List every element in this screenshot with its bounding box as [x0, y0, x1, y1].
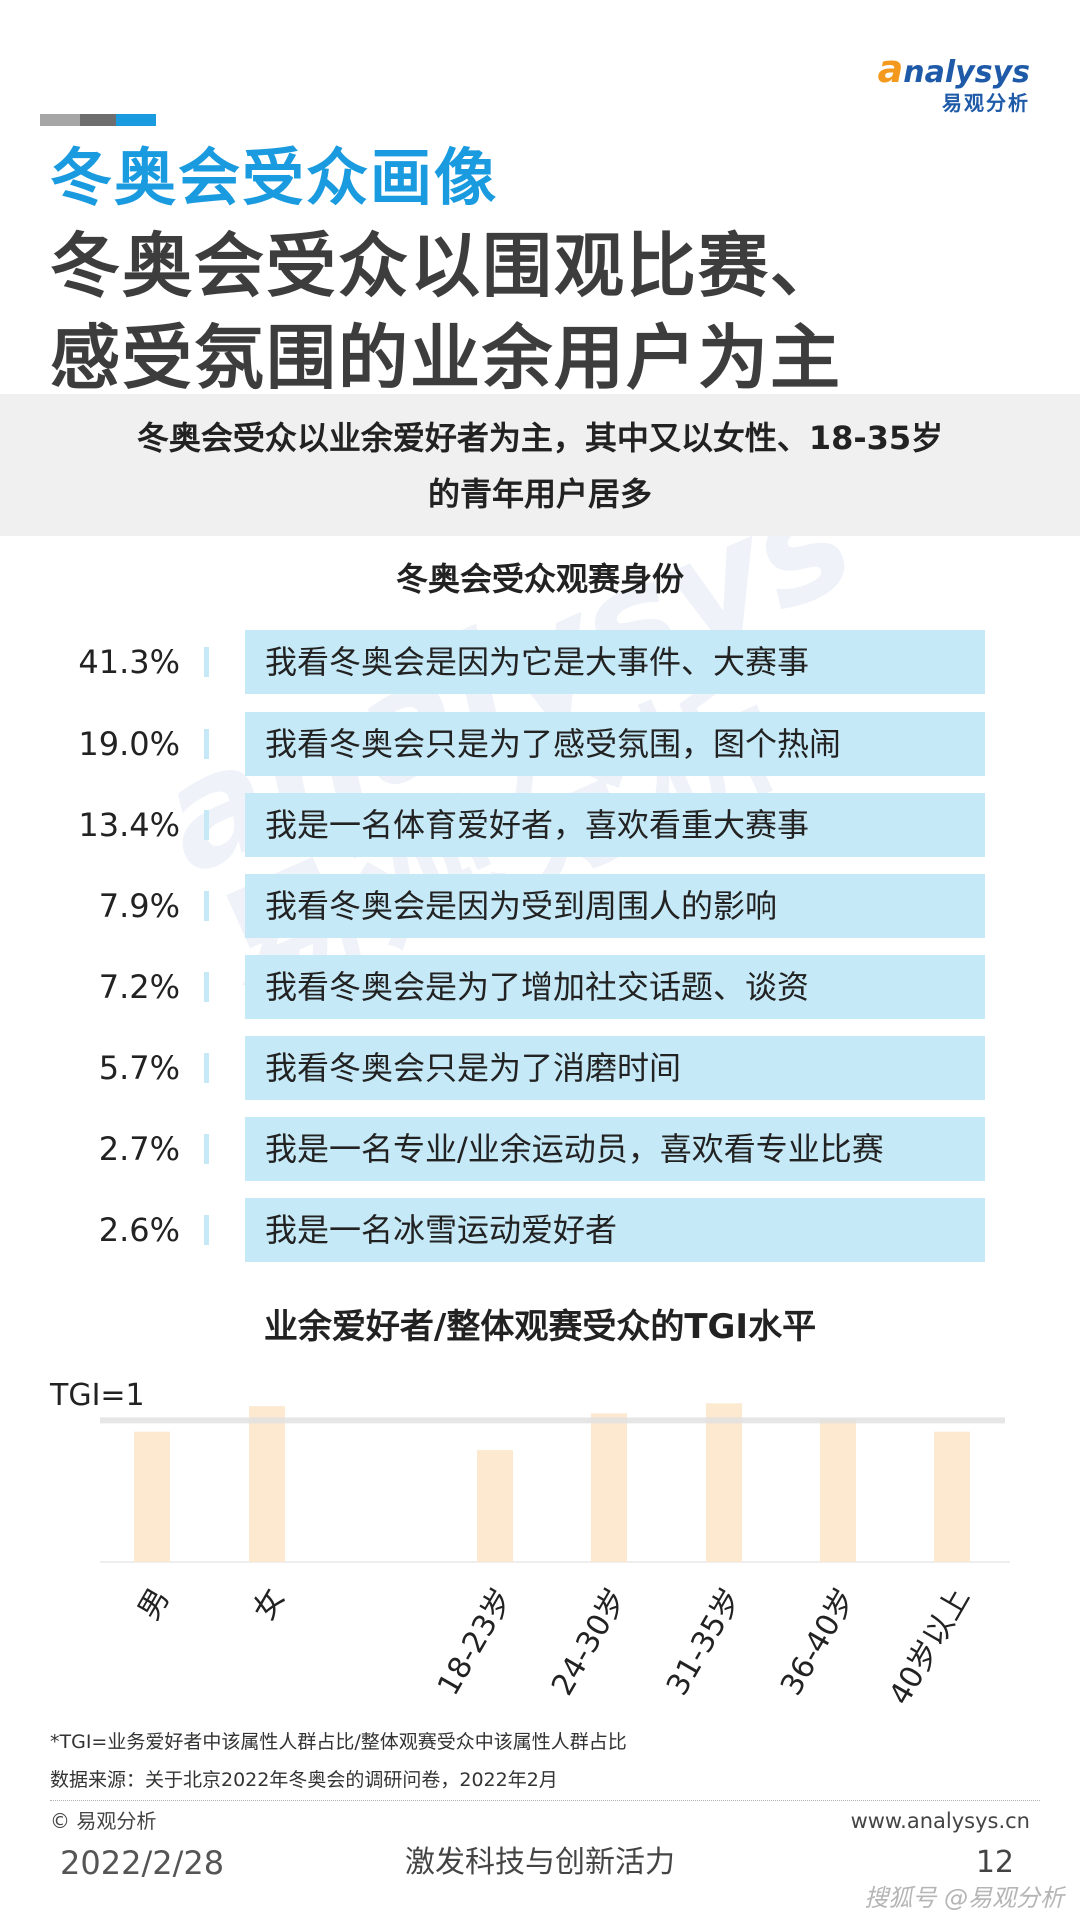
source-watermark-credit: 搜狐号 @易观分析	[864, 1884, 1064, 1912]
identity-bar	[245, 1117, 985, 1181]
identity-percent: 7.9%	[98, 887, 180, 925]
subtitle-band	[0, 394, 1080, 536]
identity-tick	[204, 647, 209, 677]
subtitle-line-2: 的青年用户居多	[427, 475, 652, 513]
subtitle-text: 冬奥会受众以业余爱好者为主，其中又以女性、18-35岁 的青年用户居多	[60, 410, 1020, 522]
identity-label: 我看冬奥会只是为了感受氛围，图个热闹	[265, 725, 842, 763]
tgi-bar	[820, 1418, 856, 1562]
identity-bar	[245, 874, 985, 938]
header-bar-segment	[80, 114, 116, 126]
identity-label: 我是一名专业/业余运动员，喜欢看专业比赛	[265, 1130, 884, 1168]
footer-slogan: 激发科技与创新活力	[405, 1845, 675, 1880]
footnote-tgi-definition: *TGI=业务爱好者中该属性人群占比/整体观赛受众中该属性人群占比	[50, 1731, 627, 1753]
identity-percent: 2.6%	[98, 1211, 180, 1249]
headline-line-2: 感受氛围的业余用户为主	[50, 317, 842, 399]
identity-bar	[245, 793, 985, 857]
logo-wordmark-rest: nalysys	[903, 55, 1030, 90]
identity-label: 我是一名体育爱好者，喜欢看重大赛事	[265, 806, 810, 844]
identity-bar	[245, 955, 985, 1019]
identity-percent: 5.7%	[98, 1049, 180, 1087]
section-title: 冬奥会受众画像	[50, 141, 499, 214]
page-headline: 冬奥会受众以围观比赛、 感受氛围的业余用户为主	[50, 220, 1050, 404]
page-number: 12	[975, 1845, 1014, 1880]
identity-tick	[204, 810, 209, 840]
tgi-axis-label: 31-35岁	[660, 1583, 749, 1702]
identity-tick	[204, 729, 209, 759]
identity-bar	[245, 712, 985, 776]
header-bar-segment	[40, 114, 80, 126]
tgi-axis-label: 40岁以上	[883, 1583, 977, 1712]
identity-percent: 2.7%	[98, 1130, 180, 1168]
tgi-bar	[591, 1413, 627, 1562]
headline-line-1: 冬奥会受众以围观比赛、	[50, 225, 842, 307]
website-link[interactable]: www.analysys.cn	[850, 1809, 1030, 1833]
chart-title-viewing-identity: 冬奥会受众观赛身份	[395, 560, 684, 598]
identity-tick	[204, 1215, 209, 1245]
copyright: © 易观分析	[50, 1809, 157, 1833]
identity-tick	[204, 891, 209, 921]
identity-percent: 7.2%	[98, 968, 180, 1006]
identity-bar	[245, 1036, 985, 1100]
identity-label: 我看冬奥会只是为了消磨时间	[265, 1049, 682, 1087]
identity-bar	[245, 630, 985, 694]
brand-logo: analysys 易观分析	[878, 50, 1030, 116]
tgi-axis-label: 18-23岁	[431, 1583, 520, 1702]
identity-percent: 41.3%	[78, 643, 180, 681]
identity-percent: 13.4%	[78, 806, 180, 844]
tgi-bar	[134, 1431, 170, 1562]
identity-label: 我看冬奥会是为了增加社交话题、谈资	[265, 968, 810, 1006]
tgi-axis-label: 24-30岁	[545, 1583, 634, 1702]
logo-cn-text: 易观分析	[942, 91, 1030, 115]
identity-label: 我看冬奥会是因为受到周围人的影响	[265, 887, 778, 925]
logo-a-icon: a	[877, 47, 904, 91]
identity-label: 我看冬奥会是因为它是大事件、大赛事	[265, 643, 810, 681]
data-source: 数据来源：关于北京2022年冬奥会的调研问卷，2022年2月	[50, 1769, 558, 1791]
identity-label: 我是一名冰雪运动爱好者	[265, 1211, 618, 1249]
identity-tick	[204, 1134, 209, 1164]
tgi-bar	[249, 1406, 285, 1562]
header-bar-segment-accent	[116, 114, 156, 126]
tgi-bar	[706, 1403, 742, 1562]
logo-wordmark: analysys	[878, 50, 1030, 90]
report-date: 2022/2/28	[60, 1844, 225, 1882]
tgi-bar	[477, 1450, 513, 1562]
footer-divider	[50, 1800, 1040, 1801]
identity-tick	[204, 972, 209, 1002]
identity-percent: 19.0%	[78, 725, 180, 763]
tgi-axis-label: 男	[132, 1583, 177, 1626]
tgi-axis-label: 女	[247, 1583, 292, 1626]
identity-bar	[245, 1198, 985, 1262]
tgi-bar	[934, 1431, 970, 1562]
chart-title-tgi: 业余爱好者/整体观赛受众的TGI水平	[263, 1307, 817, 1347]
identity-tick	[204, 1053, 209, 1083]
tgi-reference-label: TGI=1	[50, 1378, 145, 1413]
subtitle-line-1: 冬奥会受众以业余爱好者为主，其中又以女性、18-35岁	[136, 419, 944, 457]
tgi-axis-label: 36-40岁	[774, 1583, 863, 1702]
